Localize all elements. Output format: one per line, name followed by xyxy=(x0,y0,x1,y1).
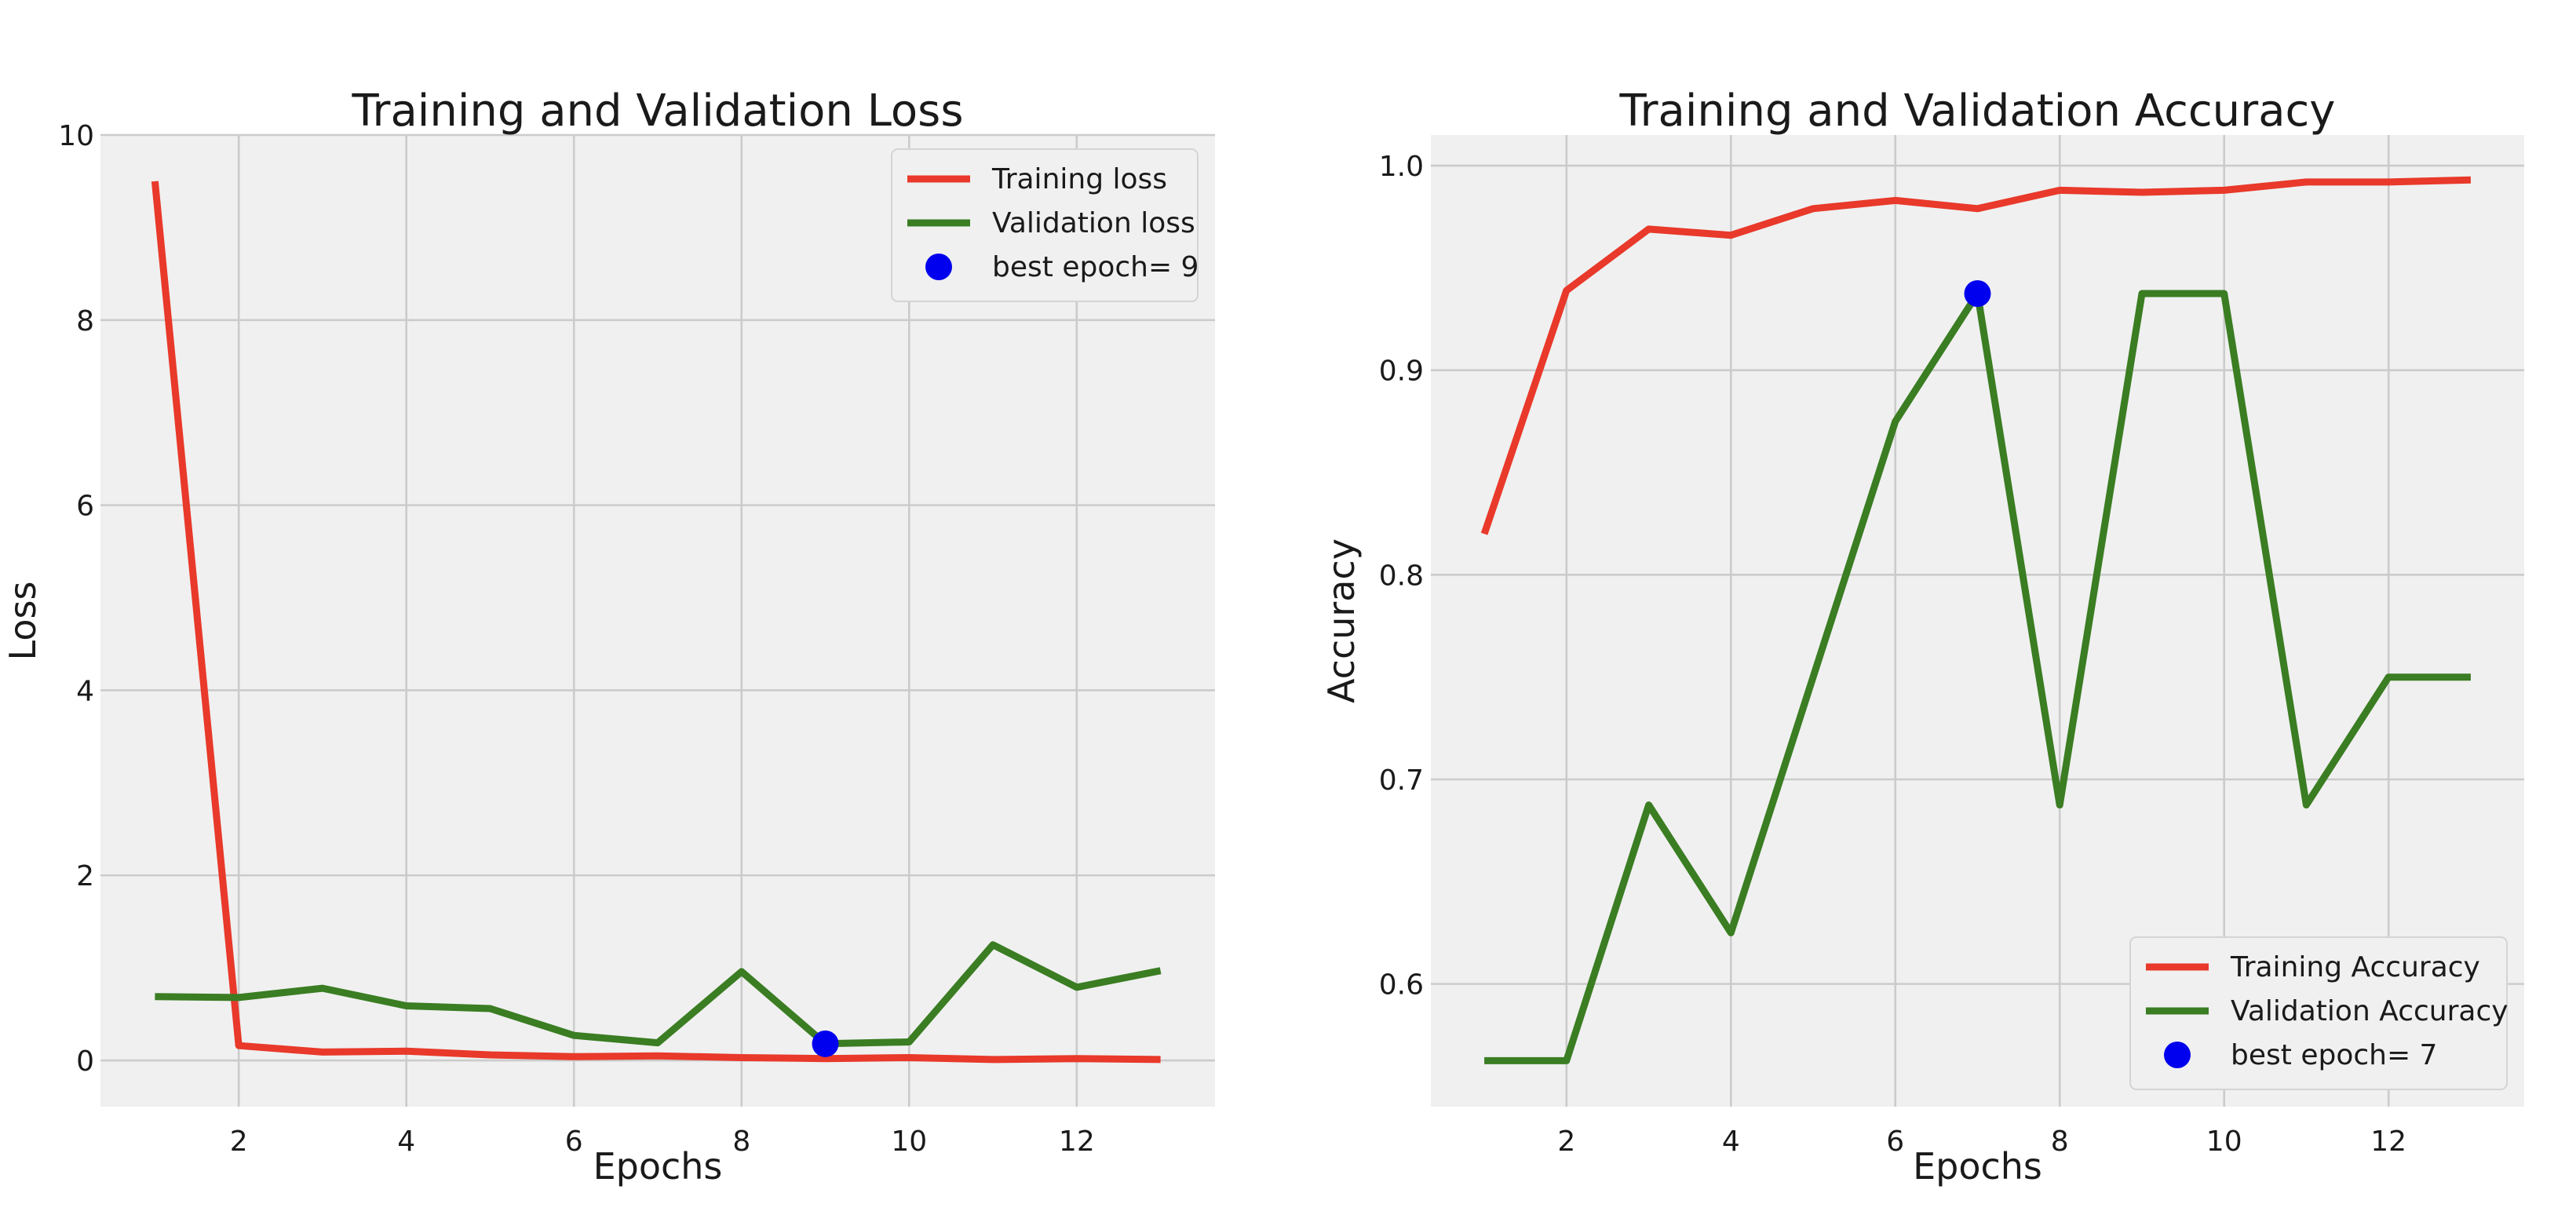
best-epoch-legend-swatch xyxy=(925,254,952,280)
y-tick-label: 4 xyxy=(76,675,94,707)
chart-title: Training and Validation Accuracy xyxy=(1619,86,2336,137)
legend: Training Accuracy Validation Accuracy best… xyxy=(2129,936,2508,1090)
x-tick-label: 2 xyxy=(230,1126,248,1158)
loss-chart: 2 4 6 8 10 12 0 2 4 6 8 10 Training and Validation L… xyxy=(2,86,1215,1188)
y-tick-label: 0.7 xyxy=(1379,764,1424,797)
y-axis-label: Loss xyxy=(2,582,44,661)
x-axis-label: Epochs xyxy=(593,1145,723,1188)
x-tick-label: 10 xyxy=(2206,1126,2242,1158)
x-tick-label: 2 xyxy=(1557,1126,1575,1158)
accuracy-chart: 2 4 6 8 10 12 0.6 0.7 0.8 0.9 1.0 Training and Vali… xyxy=(1320,86,2524,1188)
best-epoch-legend-swatch xyxy=(2164,1042,2191,1068)
y-tick-label: 8 xyxy=(76,305,94,338)
training-legend-label: Training Accuracy xyxy=(2230,951,2480,983)
best-epoch-marker xyxy=(812,1030,839,1057)
y-tick-label: 2 xyxy=(76,860,94,892)
training-legend-label: Training loss xyxy=(991,163,1167,195)
y-tick-label: 0 xyxy=(76,1045,94,1078)
y-tick-label: 0.6 xyxy=(1379,969,1424,1002)
x-tick-label: 4 xyxy=(397,1126,415,1158)
legend-box xyxy=(891,148,1199,302)
best-epoch-legend-label: best epoch= 9 xyxy=(992,251,1199,283)
y-tick-label: 1.0 xyxy=(1379,151,1424,183)
legend-box xyxy=(2129,936,2508,1090)
validation-legend-label: Validation loss xyxy=(992,207,1195,239)
x-tick-label: 8 xyxy=(732,1126,750,1158)
validation-series-line xyxy=(155,941,1162,1048)
x-tick-label: 4 xyxy=(1722,1126,1740,1158)
training-series-line xyxy=(1480,176,2472,535)
legend: Training loss Validation loss best epoch= … xyxy=(891,148,1199,302)
x-tick-label: 10 xyxy=(891,1126,927,1158)
x-tick-label: 8 xyxy=(2051,1126,2069,1158)
best-epoch-marker xyxy=(1964,279,1991,307)
y-tick-label: 10 xyxy=(58,120,94,152)
x-tick-label: 6 xyxy=(565,1126,583,1158)
best-epoch-legend-label: best epoch= 7 xyxy=(2231,1039,2437,1071)
chart-title: Training and Validation Loss xyxy=(351,86,963,137)
y-tick-label: 0.9 xyxy=(1379,356,1424,388)
x-tick-label: 12 xyxy=(2370,1126,2406,1158)
x-tick-label: 12 xyxy=(1059,1126,1095,1158)
y-tick-label: 6 xyxy=(76,491,94,523)
y-axis-label: Accuracy xyxy=(1320,538,1363,703)
training-series-line xyxy=(151,181,1161,1064)
y-tick-label: 0.8 xyxy=(1379,560,1424,592)
x-axis-label: Epochs xyxy=(1913,1145,2042,1188)
validation-legend-label: Validation Accuracy xyxy=(2231,995,2508,1027)
x-tick-label: 6 xyxy=(1886,1126,1904,1158)
